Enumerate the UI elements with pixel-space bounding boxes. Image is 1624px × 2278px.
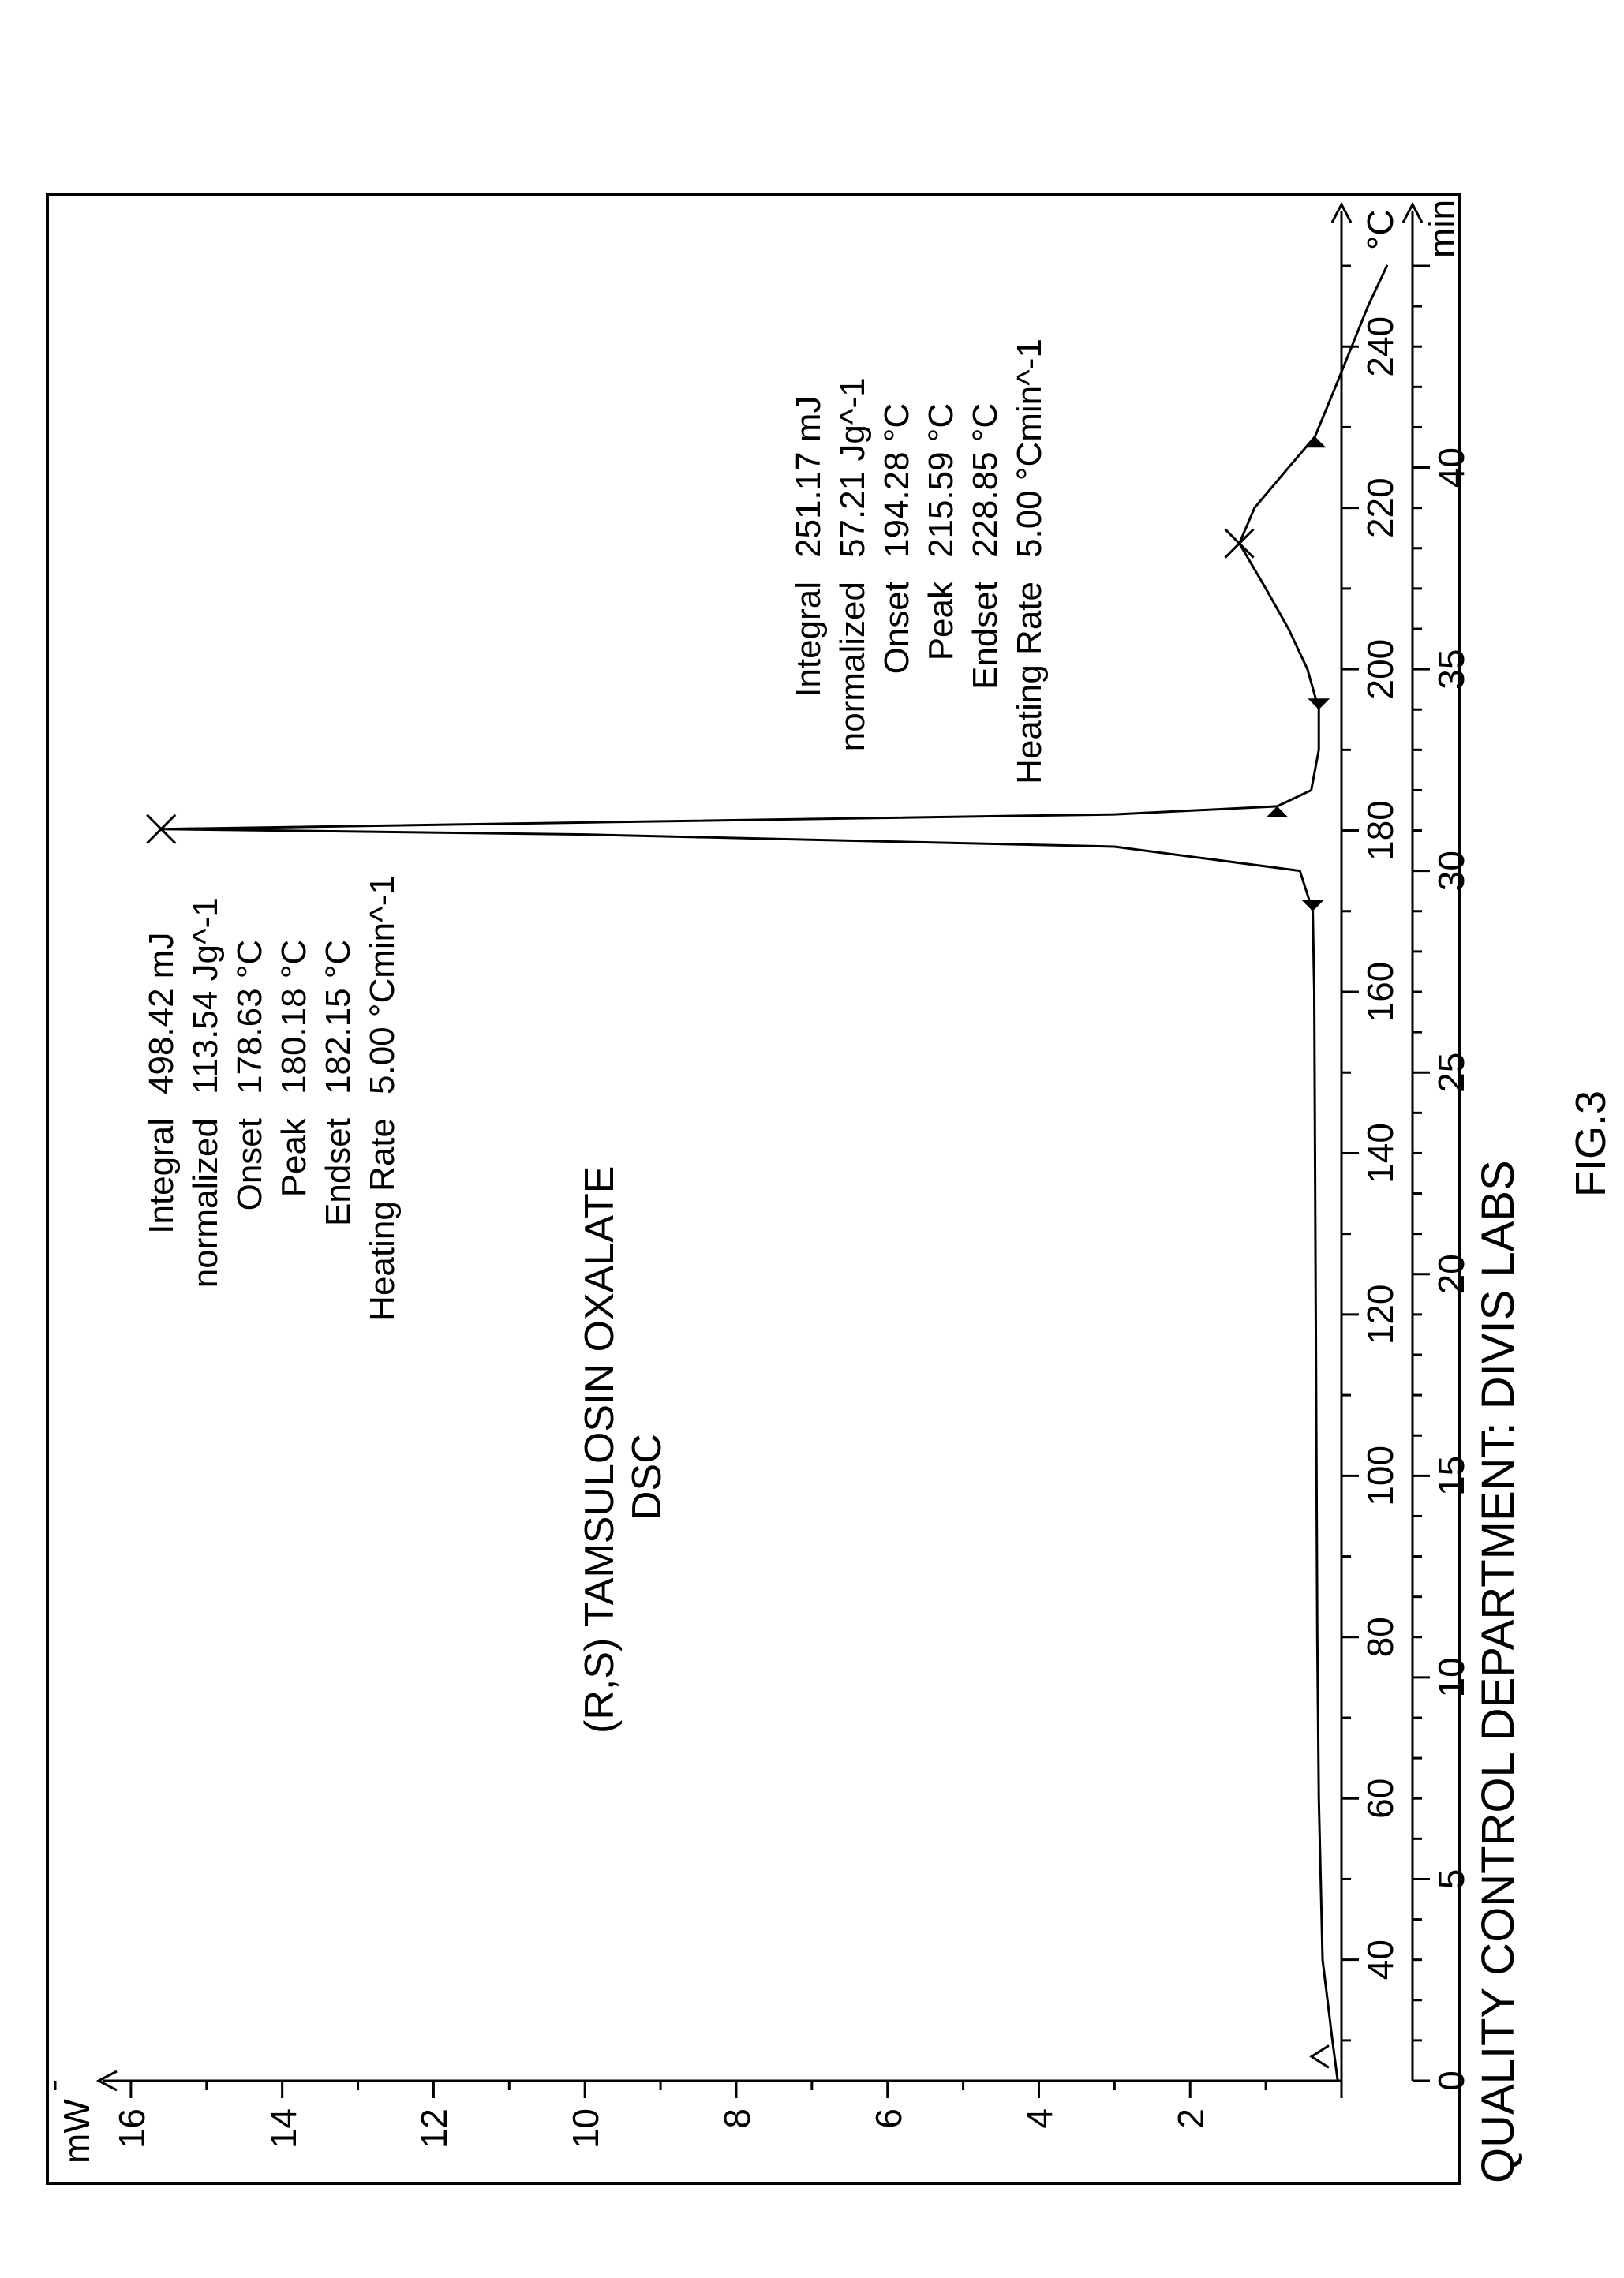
x-axis-temp-unit: °C	[1359, 209, 1401, 250]
x-time-tick-label: 20	[1430, 1251, 1472, 1298]
x-temp-tick-label: 100	[1359, 1444, 1401, 1507]
y-tick-label: 8	[716, 2108, 758, 2156]
peak-data-label: normalized	[833, 582, 873, 787]
peak-data-label: Endset	[319, 1118, 358, 1323]
x-time-tick-label: 30	[1430, 847, 1472, 895]
peak-data-value: 194.28 °C	[877, 403, 917, 558]
peak-data-label: Integral	[142, 1118, 181, 1323]
x-temp-tick-label: 200	[1359, 638, 1401, 701]
peak-data-label: Onset	[877, 582, 917, 787]
x-temp-tick-label: 180	[1359, 799, 1401, 862]
x-time-tick-label: 10	[1430, 1654, 1472, 1701]
y-axis-unit: mW	[55, 2099, 98, 2164]
peak-data-label: Endset	[966, 582, 1005, 787]
x-temp-tick-label: 220	[1359, 477, 1401, 540]
x-axis-time-unit: min	[1420, 200, 1463, 258]
peak-data-value: 182.15 °C	[319, 940, 358, 1094]
sample-title-line1: (R,S) TAMSULOSIN OXALATE	[576, 1166, 623, 1734]
y-tick-label: 6	[867, 2108, 910, 2156]
x-time-tick-label: 15	[1430, 1452, 1472, 1499]
peak-data-value: 498.42 mJ	[142, 933, 181, 1094]
x-temp-tick-label: 60	[1359, 1767, 1401, 1830]
x-temp-tick-label: 160	[1359, 960, 1401, 1023]
peak-data-label: Heating Rate	[363, 1118, 402, 1323]
peak-data-value: 180.18 °C	[275, 940, 314, 1094]
x-time-tick-label: 0	[1430, 2057, 1472, 2104]
x-time-tick-label: 25	[1430, 1049, 1472, 1096]
peak-data-label: Peak	[275, 1118, 314, 1323]
y-tick-label: 10	[564, 2108, 607, 2156]
x-time-tick-label: 40	[1430, 444, 1472, 492]
x-temp-tick-label: 120	[1359, 1283, 1401, 1346]
peak-data-value: 251.17 mJ	[789, 396, 829, 558]
peak-data-value: 215.59 °C	[922, 403, 961, 558]
y-tick-label: 2	[1169, 2108, 1212, 2156]
figure-caption: FIG.3	[1566, 1090, 1615, 1197]
peak-data-label: Heating Rate	[1010, 582, 1050, 787]
peak-data-label: Onset	[230, 1118, 270, 1323]
peak-data-value: 228.85 °C	[966, 403, 1005, 558]
x-time-tick-label: 35	[1430, 645, 1472, 693]
peak-data-value: 178.63 °C	[230, 940, 270, 1094]
x-temp-tick-label: 40	[1359, 1928, 1401, 1992]
x-temp-tick-label: 140	[1359, 1121, 1401, 1184]
peak-data-label: Peak	[922, 582, 961, 787]
peak-data-value: 5.00 °Cmin^-1	[363, 875, 402, 1094]
peak-data-value: 113.54 Jg^-1	[186, 897, 226, 1094]
y-tick-label: 4	[1018, 2108, 1061, 2156]
x-temp-tick-label: 80	[1359, 1606, 1401, 1669]
peak-data-value: 5.00 °Cmin^-1	[1010, 339, 1050, 558]
peak-data-value: 57.21 Jg^-1	[833, 377, 873, 558]
footer-lab-label: QUALITY CONTROL DEPARTMENT: DIVIS LABS	[1472, 1160, 1525, 2183]
sample-title-line2: DSC	[623, 1434, 671, 1521]
y-tick-label: 16	[110, 2108, 153, 2156]
y-tick-label: 12	[413, 2108, 455, 2156]
x-temp-tick-label: 240	[1359, 315, 1401, 378]
peak-data-label: Integral	[789, 582, 829, 787]
y-tick-label: 14	[262, 2108, 305, 2156]
peak-data-label: normalized	[186, 1118, 226, 1323]
x-time-tick-label: 5	[1430, 1855, 1472, 1902]
